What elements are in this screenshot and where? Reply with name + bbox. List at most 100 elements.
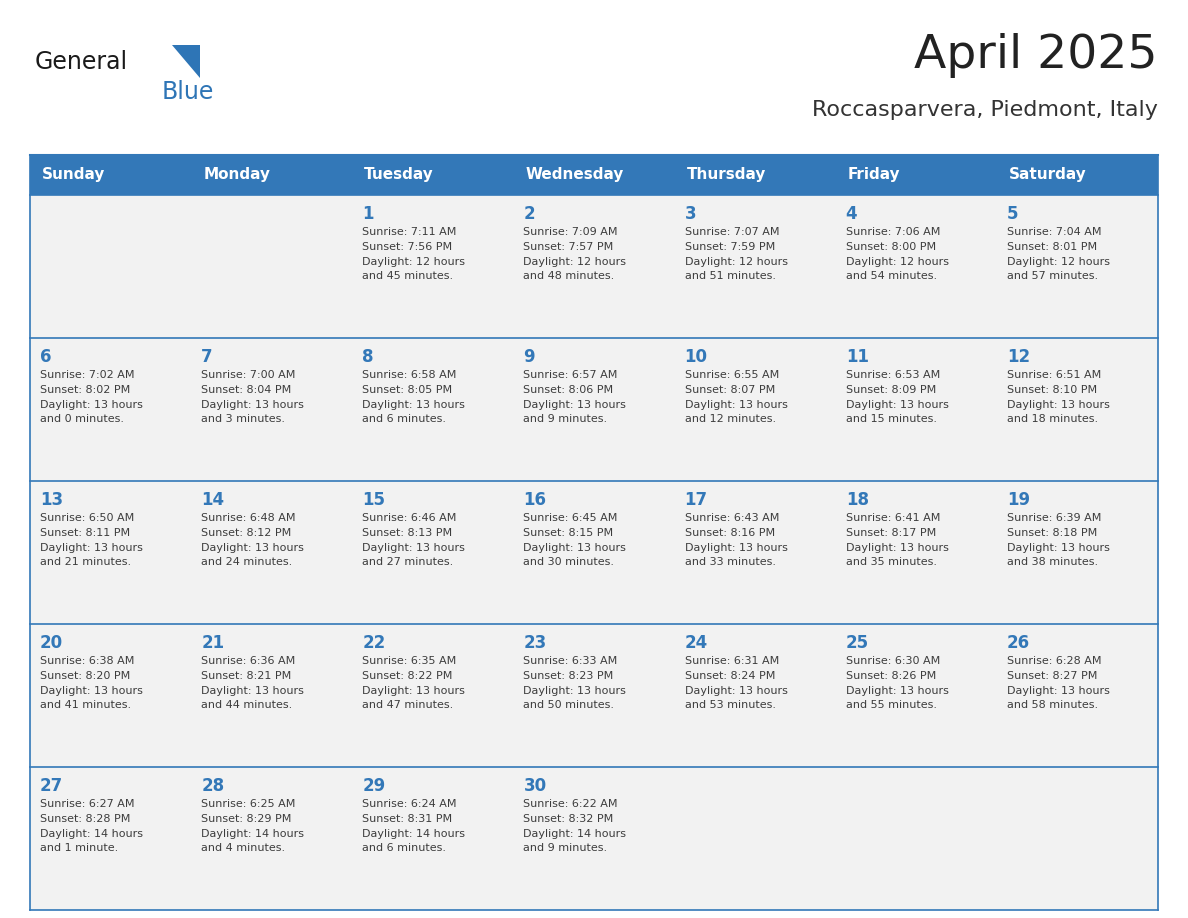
Text: 22: 22 (362, 634, 386, 652)
Text: 4: 4 (846, 205, 858, 223)
Text: 7: 7 (201, 348, 213, 366)
Text: 29: 29 (362, 777, 386, 795)
Bar (513, 624, 675, 767)
Text: Saturday: Saturday (1009, 167, 1087, 183)
Text: 2: 2 (524, 205, 535, 223)
Bar (835, 624, 997, 767)
Text: Sunday: Sunday (42, 167, 106, 183)
Polygon shape (172, 45, 200, 78)
Text: 11: 11 (846, 348, 868, 366)
Text: Sunrise: 7:04 AM
Sunset: 8:01 PM
Daylight: 12 hours
and 57 minutes.: Sunrise: 7:04 AM Sunset: 8:01 PM Dayligh… (1007, 227, 1110, 282)
Text: General: General (34, 50, 128, 74)
Bar (997, 481, 1158, 624)
Text: Sunrise: 7:02 AM
Sunset: 8:02 PM
Daylight: 13 hours
and 0 minutes.: Sunrise: 7:02 AM Sunset: 8:02 PM Dayligh… (40, 370, 143, 424)
Text: 13: 13 (40, 491, 63, 509)
Bar (675, 195, 835, 338)
Text: 26: 26 (1007, 634, 1030, 652)
Text: Sunrise: 6:31 AM
Sunset: 8:24 PM
Daylight: 13 hours
and 53 minutes.: Sunrise: 6:31 AM Sunset: 8:24 PM Dayligh… (684, 656, 788, 711)
Text: Sunrise: 6:50 AM
Sunset: 8:11 PM
Daylight: 13 hours
and 21 minutes.: Sunrise: 6:50 AM Sunset: 8:11 PM Dayligh… (40, 513, 143, 567)
Text: Sunrise: 6:45 AM
Sunset: 8:15 PM
Daylight: 13 hours
and 30 minutes.: Sunrise: 6:45 AM Sunset: 8:15 PM Dayligh… (524, 513, 626, 567)
Text: Sunrise: 7:06 AM
Sunset: 8:00 PM
Daylight: 12 hours
and 54 minutes.: Sunrise: 7:06 AM Sunset: 8:00 PM Dayligh… (846, 227, 949, 282)
Bar (353, 481, 513, 624)
Text: Sunrise: 7:07 AM
Sunset: 7:59 PM
Daylight: 12 hours
and 51 minutes.: Sunrise: 7:07 AM Sunset: 7:59 PM Dayligh… (684, 227, 788, 282)
Bar (191, 195, 353, 338)
Text: 23: 23 (524, 634, 546, 652)
Text: Sunrise: 6:22 AM
Sunset: 8:32 PM
Daylight: 14 hours
and 9 minutes.: Sunrise: 6:22 AM Sunset: 8:32 PM Dayligh… (524, 799, 626, 854)
Bar (191, 481, 353, 624)
Text: Sunrise: 6:39 AM
Sunset: 8:18 PM
Daylight: 13 hours
and 38 minutes.: Sunrise: 6:39 AM Sunset: 8:18 PM Dayligh… (1007, 513, 1110, 567)
Text: 14: 14 (201, 491, 225, 509)
Bar (513, 767, 675, 910)
Bar (675, 624, 835, 767)
Bar (513, 481, 675, 624)
Bar (191, 767, 353, 910)
Bar (835, 338, 997, 481)
Text: Sunrise: 6:46 AM
Sunset: 8:13 PM
Daylight: 13 hours
and 27 minutes.: Sunrise: 6:46 AM Sunset: 8:13 PM Dayligh… (362, 513, 466, 567)
Text: 10: 10 (684, 348, 708, 366)
Text: 21: 21 (201, 634, 225, 652)
Text: Sunrise: 6:38 AM
Sunset: 8:20 PM
Daylight: 13 hours
and 41 minutes.: Sunrise: 6:38 AM Sunset: 8:20 PM Dayligh… (40, 656, 143, 711)
Bar (353, 624, 513, 767)
Text: Monday: Monday (203, 167, 270, 183)
Text: 19: 19 (1007, 491, 1030, 509)
Text: Sunrise: 6:30 AM
Sunset: 8:26 PM
Daylight: 13 hours
and 55 minutes.: Sunrise: 6:30 AM Sunset: 8:26 PM Dayligh… (846, 656, 948, 711)
Text: 27: 27 (40, 777, 63, 795)
Bar (835, 481, 997, 624)
Text: 6: 6 (40, 348, 51, 366)
Bar (997, 338, 1158, 481)
Text: 18: 18 (846, 491, 868, 509)
Text: Sunrise: 6:51 AM
Sunset: 8:10 PM
Daylight: 13 hours
and 18 minutes.: Sunrise: 6:51 AM Sunset: 8:10 PM Dayligh… (1007, 370, 1110, 424)
Text: Roccasparvera, Piedmont, Italy: Roccasparvera, Piedmont, Italy (813, 100, 1158, 120)
Text: 15: 15 (362, 491, 385, 509)
Text: 24: 24 (684, 634, 708, 652)
Text: Sunrise: 6:58 AM
Sunset: 8:05 PM
Daylight: 13 hours
and 6 minutes.: Sunrise: 6:58 AM Sunset: 8:05 PM Dayligh… (362, 370, 466, 424)
Text: Sunrise: 7:00 AM
Sunset: 8:04 PM
Daylight: 13 hours
and 3 minutes.: Sunrise: 7:00 AM Sunset: 8:04 PM Dayligh… (201, 370, 304, 424)
Bar (30, 624, 191, 767)
Bar (835, 767, 997, 910)
Bar (191, 624, 353, 767)
Text: 12: 12 (1007, 348, 1030, 366)
Text: 30: 30 (524, 777, 546, 795)
Bar (513, 195, 675, 338)
Text: 20: 20 (40, 634, 63, 652)
Text: 3: 3 (684, 205, 696, 223)
Text: Tuesday: Tuesday (365, 167, 434, 183)
Text: Sunrise: 6:53 AM
Sunset: 8:09 PM
Daylight: 13 hours
and 15 minutes.: Sunrise: 6:53 AM Sunset: 8:09 PM Dayligh… (846, 370, 948, 424)
Text: Friday: Friday (848, 167, 901, 183)
Text: Sunrise: 6:35 AM
Sunset: 8:22 PM
Daylight: 13 hours
and 47 minutes.: Sunrise: 6:35 AM Sunset: 8:22 PM Dayligh… (362, 656, 466, 711)
Text: Sunrise: 6:24 AM
Sunset: 8:31 PM
Daylight: 14 hours
and 6 minutes.: Sunrise: 6:24 AM Sunset: 8:31 PM Dayligh… (362, 799, 466, 854)
Text: 16: 16 (524, 491, 546, 509)
Bar (997, 767, 1158, 910)
Text: Sunrise: 6:27 AM
Sunset: 8:28 PM
Daylight: 14 hours
and 1 minute.: Sunrise: 6:27 AM Sunset: 8:28 PM Dayligh… (40, 799, 143, 854)
Text: Sunrise: 6:57 AM
Sunset: 8:06 PM
Daylight: 13 hours
and 9 minutes.: Sunrise: 6:57 AM Sunset: 8:06 PM Dayligh… (524, 370, 626, 424)
Text: Sunrise: 6:28 AM
Sunset: 8:27 PM
Daylight: 13 hours
and 58 minutes.: Sunrise: 6:28 AM Sunset: 8:27 PM Dayligh… (1007, 656, 1110, 711)
Text: April 2025: April 2025 (915, 32, 1158, 77)
Text: Blue: Blue (162, 80, 214, 104)
Text: Sunrise: 7:09 AM
Sunset: 7:57 PM
Daylight: 12 hours
and 48 minutes.: Sunrise: 7:09 AM Sunset: 7:57 PM Dayligh… (524, 227, 626, 282)
Bar (997, 624, 1158, 767)
Bar (513, 338, 675, 481)
Bar (353, 338, 513, 481)
Text: 28: 28 (201, 777, 225, 795)
Text: Sunrise: 6:43 AM
Sunset: 8:16 PM
Daylight: 13 hours
and 33 minutes.: Sunrise: 6:43 AM Sunset: 8:16 PM Dayligh… (684, 513, 788, 567)
Text: Sunrise: 7:11 AM
Sunset: 7:56 PM
Daylight: 12 hours
and 45 minutes.: Sunrise: 7:11 AM Sunset: 7:56 PM Dayligh… (362, 227, 466, 282)
Bar (835, 195, 997, 338)
Text: 1: 1 (362, 205, 374, 223)
Text: 17: 17 (684, 491, 708, 509)
Bar (191, 338, 353, 481)
Text: Sunrise: 6:41 AM
Sunset: 8:17 PM
Daylight: 13 hours
and 35 minutes.: Sunrise: 6:41 AM Sunset: 8:17 PM Dayligh… (846, 513, 948, 567)
Bar (30, 338, 191, 481)
Bar (675, 767, 835, 910)
Text: Sunrise: 6:36 AM
Sunset: 8:21 PM
Daylight: 13 hours
and 44 minutes.: Sunrise: 6:36 AM Sunset: 8:21 PM Dayligh… (201, 656, 304, 711)
Bar (30, 155, 1158, 195)
Text: Sunrise: 6:55 AM
Sunset: 8:07 PM
Daylight: 13 hours
and 12 minutes.: Sunrise: 6:55 AM Sunset: 8:07 PM Dayligh… (684, 370, 788, 424)
Text: Sunrise: 6:33 AM
Sunset: 8:23 PM
Daylight: 13 hours
and 50 minutes.: Sunrise: 6:33 AM Sunset: 8:23 PM Dayligh… (524, 656, 626, 711)
Text: Sunrise: 6:48 AM
Sunset: 8:12 PM
Daylight: 13 hours
and 24 minutes.: Sunrise: 6:48 AM Sunset: 8:12 PM Dayligh… (201, 513, 304, 567)
Text: 9: 9 (524, 348, 535, 366)
Text: Wednesday: Wednesday (525, 167, 624, 183)
Text: Sunrise: 6:25 AM
Sunset: 8:29 PM
Daylight: 14 hours
and 4 minutes.: Sunrise: 6:25 AM Sunset: 8:29 PM Dayligh… (201, 799, 304, 854)
Bar (675, 338, 835, 481)
Bar (30, 481, 191, 624)
Text: 25: 25 (846, 634, 868, 652)
Text: Thursday: Thursday (687, 167, 766, 183)
